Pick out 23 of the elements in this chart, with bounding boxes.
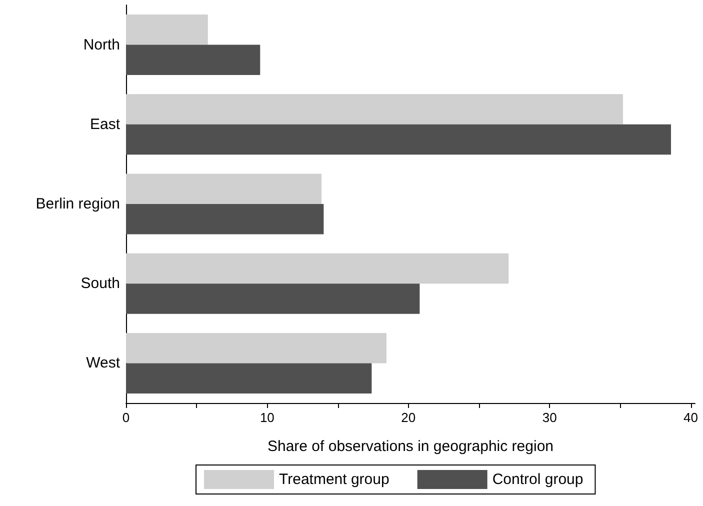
x-tick-label: 0 bbox=[122, 410, 130, 425]
y-tick-label: East bbox=[90, 116, 121, 133]
x-tick-label: 20 bbox=[401, 410, 416, 425]
legend-label: Control group bbox=[492, 471, 584, 488]
x-tick-label: 30 bbox=[542, 410, 557, 425]
bar bbox=[126, 124, 671, 155]
bar bbox=[126, 204, 324, 234]
y-tick-label: West bbox=[86, 354, 121, 372]
x-tick-label: 40 bbox=[684, 410, 698, 425]
bar bbox=[126, 94, 623, 124]
y-tick-label: South bbox=[80, 275, 120, 292]
x-tick-label: 10 bbox=[260, 410, 274, 425]
y-tick-label: Berlin region bbox=[36, 196, 120, 212]
x-axis-title: Share of observations in geographic region bbox=[267, 438, 554, 455]
bar bbox=[126, 44, 260, 76]
legend-label: Treatment group bbox=[279, 471, 390, 488]
bar bbox=[126, 284, 420, 314]
bar bbox=[126, 363, 372, 394]
bar bbox=[126, 253, 509, 284]
bar bbox=[126, 14, 208, 45]
bar bbox=[126, 332, 386, 364]
bar bbox=[126, 174, 322, 204]
y-tick-label: North bbox=[83, 36, 120, 54]
